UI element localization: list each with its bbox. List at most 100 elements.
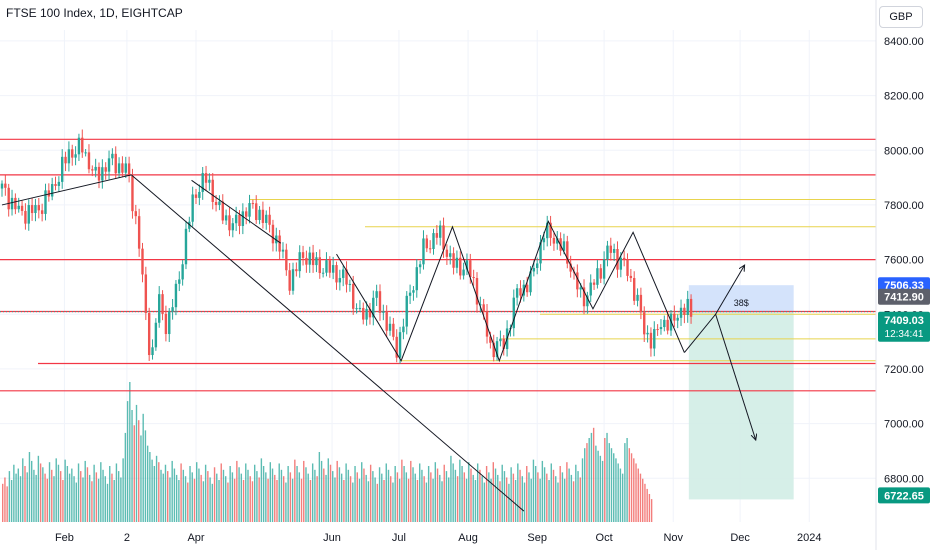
position-tool[interactable]: 38$	[688, 285, 794, 500]
candle-body	[418, 264, 422, 268]
candle-body	[462, 269, 465, 276]
candle-body	[61, 156, 64, 182]
volume-bar	[59, 471, 62, 522]
candle-body	[556, 238, 559, 244]
volume-bar	[80, 471, 82, 522]
candle-body	[341, 269, 345, 278]
volume-bar	[39, 463, 42, 522]
volume-bar	[390, 476, 392, 522]
candle-body	[328, 260, 332, 273]
volume-bar	[595, 445, 597, 522]
price-badge-label: 7412.90	[884, 292, 924, 304]
candle-body	[519, 288, 522, 296]
volume-bar	[30, 460, 33, 522]
volume-bar	[274, 474, 276, 522]
volume-bar	[468, 462, 470, 522]
candle-body	[589, 282, 592, 296]
candle-body	[639, 294, 643, 313]
volume-bar	[499, 481, 501, 522]
horizontal-levels[interactable]	[0, 138, 876, 392]
time-tick-label: Apr	[187, 532, 204, 544]
candle-body	[301, 252, 305, 258]
candle-body	[194, 194, 198, 198]
candle-body	[117, 163, 121, 174]
candle-body	[465, 260, 469, 270]
volume-bar	[606, 432, 608, 522]
candle-body	[622, 257, 626, 260]
price-axis[interactable]: 8400.008200.008000.007800.007600.007400.…	[875, 0, 924, 550]
candle-body	[365, 308, 368, 320]
candle-body	[512, 297, 515, 329]
candle-body	[114, 153, 117, 174]
candle-body	[378, 291, 382, 313]
volume-bar	[104, 476, 106, 522]
volume-bar	[497, 474, 499, 522]
volume-bar	[113, 480, 115, 522]
trendline	[131, 174, 525, 512]
volume-bar	[276, 480, 278, 522]
candle-body	[636, 294, 639, 301]
volume-bar	[129, 382, 131, 522]
candle-body	[87, 152, 91, 170]
volume-bar	[140, 435, 142, 522]
volume-bar	[394, 466, 396, 522]
price-tick-label: 7200.00	[884, 364, 924, 376]
volume-bar	[584, 448, 586, 522]
candle-body	[539, 242, 542, 264]
volume-bar	[307, 473, 309, 522]
volume-bar	[135, 404, 138, 522]
projection-down-arrow	[715, 314, 756, 440]
candle-body	[398, 332, 402, 358]
candle-body	[596, 268, 599, 285]
position-target-zone	[688, 285, 794, 312]
candle-body	[382, 311, 385, 313]
candle-body	[653, 329, 656, 349]
candle-body	[442, 225, 445, 250]
candle-body	[24, 210, 27, 224]
volume-bar	[450, 455, 452, 522]
volume-bar	[642, 478, 644, 522]
currency-button[interactable]: GBP	[879, 6, 923, 28]
volume-bar	[242, 480, 245, 522]
volume-bar	[586, 443, 588, 522]
candle-body	[673, 313, 676, 321]
volume-bar	[225, 476, 227, 522]
candle-body	[546, 222, 549, 239]
candle-body	[402, 326, 405, 333]
drawings[interactable]	[1, 174, 756, 512]
volume-bar	[343, 480, 345, 522]
candle-body	[659, 327, 663, 330]
volume-bar	[619, 468, 622, 522]
volume-bar	[421, 469, 423, 522]
candle-body	[151, 347, 154, 356]
volume-bar	[300, 478, 303, 522]
volume-bar	[398, 478, 401, 522]
volume-bar	[115, 463, 118, 522]
candle-body	[592, 282, 596, 285]
volume-bar	[162, 473, 164, 522]
candle-body	[161, 294, 164, 314]
volume-bar	[82, 477, 84, 522]
volume-bar	[439, 474, 441, 522]
volume-bar	[22, 458, 24, 522]
candle-body	[609, 245, 612, 253]
volume-bar	[193, 478, 196, 522]
volume-bar	[463, 472, 466, 522]
volume-bar	[608, 443, 610, 522]
volume-bar	[352, 482, 354, 522]
volume-bar	[95, 472, 98, 522]
volume-bar	[432, 478, 434, 522]
volume-bar	[550, 463, 552, 522]
volume-bar	[267, 478, 269, 522]
candle-body	[348, 283, 352, 285]
volume-bar	[624, 443, 626, 522]
time-axis[interactable]: Feb 2 Apr Jun Jul Aug Sep Oct Nov Dec 2024	[55, 532, 822, 544]
volume-bar	[501, 464, 503, 522]
candle-body	[0, 183, 4, 189]
volume-bar	[86, 467, 89, 522]
candle-body	[184, 228, 188, 265]
candle-body	[248, 203, 251, 217]
volume-bar	[508, 483, 510, 522]
candles	[0, 129, 693, 364]
